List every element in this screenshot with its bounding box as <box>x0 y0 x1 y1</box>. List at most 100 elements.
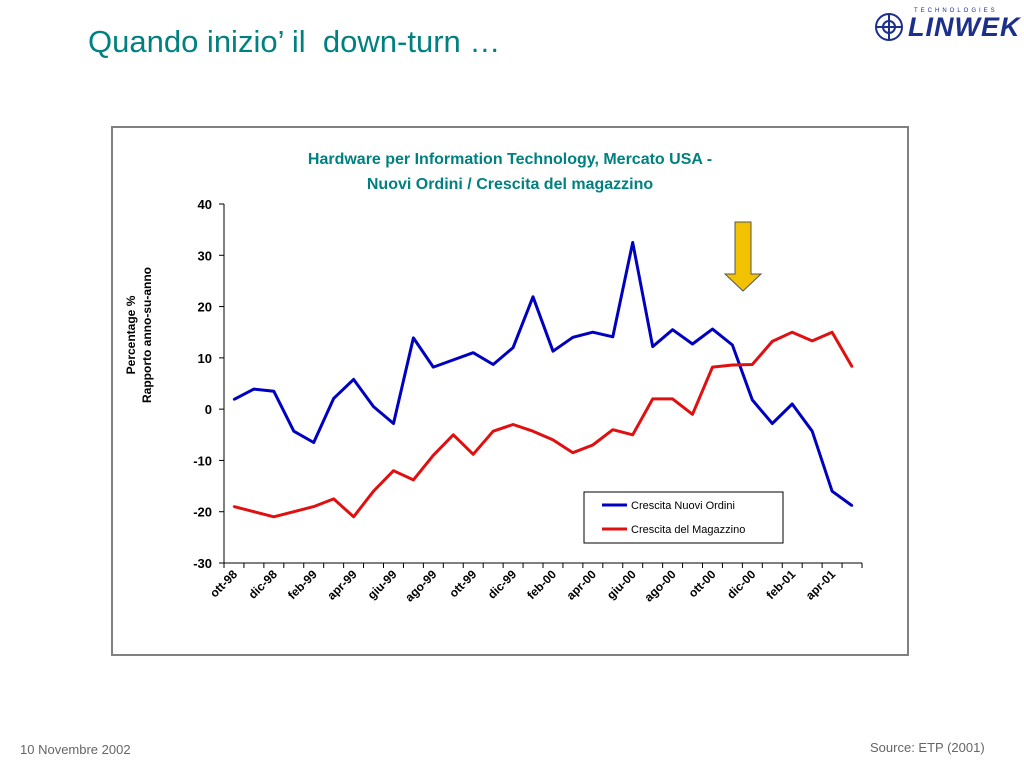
y-axis-label-line-2: Rapporto anno-su-anno <box>140 267 154 403</box>
data-point <box>372 405 375 408</box>
data-point <box>292 510 295 513</box>
data-point <box>312 441 315 444</box>
data-point <box>771 340 774 343</box>
data-point <box>811 339 814 343</box>
y-tick-label: 0 <box>205 402 212 417</box>
data-point <box>771 422 774 425</box>
data-point <box>731 363 734 367</box>
data-point <box>492 430 495 433</box>
data-point <box>412 478 415 482</box>
data-point <box>571 451 575 454</box>
y-axis-label-line-1: Percentage % <box>124 295 138 374</box>
data-point <box>671 397 674 401</box>
data-point <box>591 443 594 447</box>
data-point <box>352 378 355 381</box>
down-arrow-annotation <box>723 221 763 292</box>
data-point <box>571 336 575 339</box>
data-point <box>392 422 395 425</box>
y-tick-label: 20 <box>198 300 212 315</box>
data-point <box>631 241 634 244</box>
data-point <box>830 331 834 334</box>
data-point <box>531 295 535 298</box>
data-point <box>272 515 275 518</box>
chart-legend: Crescita Nuovi Ordini Crescita del Magaz… <box>583 491 784 544</box>
x-tick-label: ott-00 <box>686 567 719 600</box>
x-tick-label: ago-00 <box>641 567 678 604</box>
y-tick-label: 40 <box>198 197 212 212</box>
data-point <box>611 335 614 338</box>
data-point <box>850 365 854 368</box>
logo-globe-icon <box>875 13 903 41</box>
series-line-magazzino <box>233 330 854 519</box>
data-point <box>791 331 794 334</box>
data-point <box>312 505 315 508</box>
data-point <box>751 398 754 402</box>
x-tick-label: ott-98 <box>207 567 240 600</box>
data-point <box>731 343 734 347</box>
data-point <box>332 497 335 501</box>
data-point <box>372 490 375 493</box>
data-point <box>452 358 455 362</box>
data-point <box>551 350 555 353</box>
data-point <box>452 433 455 436</box>
data-point <box>671 328 674 331</box>
x-tick-label: dic-98 <box>246 567 281 602</box>
data-point <box>691 413 694 416</box>
data-point <box>232 505 236 508</box>
x-tick-label: apr-01 <box>803 567 839 603</box>
data-point <box>292 430 295 433</box>
slide-title: Quando inizio’ il down-turn … <box>88 24 501 59</box>
data-point <box>830 490 834 493</box>
x-tick-label: feb-00 <box>524 567 559 602</box>
company-logo: TECHNOLOGIES LINWEK <box>874 8 1019 44</box>
x-tick-label: dic-99 <box>485 567 520 602</box>
data-point <box>631 433 634 436</box>
data-point <box>791 402 794 406</box>
data-point <box>412 336 415 340</box>
data-point <box>511 346 515 349</box>
x-tick-label: apr-00 <box>564 567 600 603</box>
data-point <box>651 345 654 348</box>
chart-title-line-1: Hardware per Information Technology, Mer… <box>308 151 712 168</box>
series-line-nuovi-ordini <box>233 241 853 507</box>
x-tick-label: apr-99 <box>324 567 360 603</box>
data-point <box>611 428 614 431</box>
y-tick-label: -20 <box>193 505 212 520</box>
data-point <box>432 365 435 369</box>
x-axis-ticks: ott-98 dic-98 feb-99 apr-99 giu-99 ago-99 ott-… <box>207 563 863 604</box>
data-point <box>472 351 475 354</box>
data-point <box>531 430 535 433</box>
legend-label-orders: Crescita Nuovi Ordini <box>631 500 735 512</box>
data-point <box>252 387 256 391</box>
data-point <box>392 469 395 472</box>
y-tick-label: -30 <box>193 556 212 571</box>
footer-source: Source: ETP (2001) <box>870 740 985 755</box>
data-point <box>272 390 275 393</box>
data-point <box>711 327 714 331</box>
legend-box <box>583 491 784 544</box>
x-tick-label: giu-00 <box>604 567 639 602</box>
data-point <box>711 365 714 369</box>
data-point <box>432 454 435 457</box>
data-point <box>511 423 515 426</box>
data-point <box>472 453 475 456</box>
chart-frame: Hardware per Information Technology, Mer… <box>111 126 909 656</box>
x-tick-label: giu-99 <box>365 567 400 602</box>
data-point <box>691 342 694 346</box>
data-point <box>252 510 256 513</box>
data-point <box>811 430 814 433</box>
data-point <box>591 331 594 334</box>
line-chart: Hardware per Information Technology, Mer… <box>124 151 863 604</box>
data-point <box>332 397 335 400</box>
x-tick-label: feb-99 <box>285 567 320 602</box>
logo-subtitle: TECHNOLOGIES <box>914 8 998 14</box>
chart-title-line-2: Nuovi Ordini / Crescita del magazzino <box>367 176 654 193</box>
data-point <box>232 398 236 401</box>
data-point <box>651 397 654 401</box>
footer-date: 10 Novembre 2002 <box>20 742 131 757</box>
y-axis-ticks: 40 30 20 10 0 -10 -20 -30 <box>193 197 224 571</box>
data-point <box>850 504 854 507</box>
data-point <box>352 515 355 518</box>
down-arrow-icon <box>723 221 763 292</box>
data-point <box>492 363 495 366</box>
